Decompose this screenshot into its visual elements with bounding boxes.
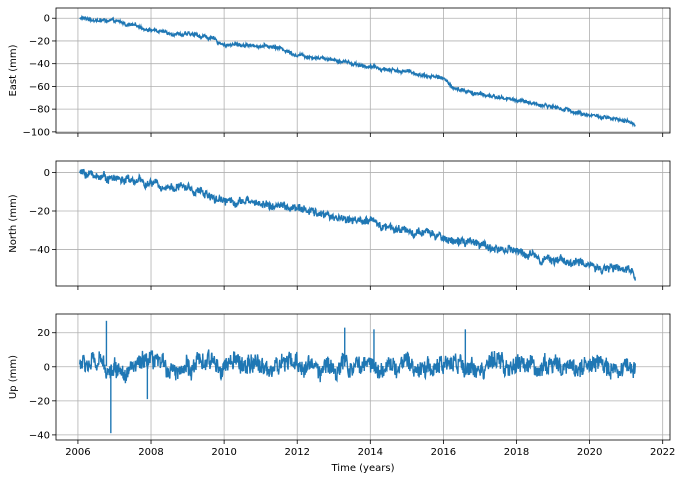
y-tick-label: −20	[29, 36, 50, 47]
x-tick-label: 2018	[504, 447, 529, 458]
y-axis-label: North (mm)	[8, 194, 19, 253]
x-tick-label: 2016	[431, 447, 456, 458]
x-tick-label: 2008	[138, 447, 163, 458]
north-panel: 0 −20 −40 North (mm)	[8, 160, 671, 290]
y-tick-label: −20	[29, 396, 50, 407]
axes-frame	[55, 7, 671, 134]
x-axis-label: Time (years)	[331, 463, 395, 474]
x-tick-label: 2010	[211, 447, 236, 458]
x-tick-label: 2006	[65, 447, 90, 458]
y-tick-label: −80	[29, 105, 50, 116]
y-tick-label: −60	[29, 82, 50, 93]
y-tick-label: 20	[37, 328, 50, 339]
up-panel: 20 0 −20 −40 2006 2008 2010 2012 2014 2016 2018 202…	[8, 313, 675, 474]
x-tick-label: 2020	[577, 447, 602, 458]
axes-frame	[55, 160, 671, 287]
y-tick-label: −40	[29, 430, 50, 441]
x-tick-label: 2022	[650, 447, 675, 458]
series-line	[79, 349, 636, 384]
y-tick-label: 0	[44, 14, 50, 25]
y-tick-label: −20	[29, 207, 50, 218]
y-tick-label: −40	[29, 59, 50, 70]
y-axis-label: East (mm)	[8, 44, 19, 96]
series-line	[79, 168, 636, 281]
east-panel: 0 −20 −40 −60 −80 −100 East (mm)	[8, 7, 671, 138]
series-line	[79, 14, 636, 128]
axes-frame	[55, 313, 671, 441]
y-tick-label: −100	[23, 127, 50, 138]
y-tick-label: 0	[44, 362, 50, 373]
x-tick-label: 2014	[358, 447, 383, 458]
y-tick-label: 0	[44, 168, 50, 179]
y-axis-label: Up (mm)	[8, 355, 19, 399]
x-tick-label: 2012	[284, 447, 309, 458]
y-tick-label: −40	[29, 245, 50, 256]
